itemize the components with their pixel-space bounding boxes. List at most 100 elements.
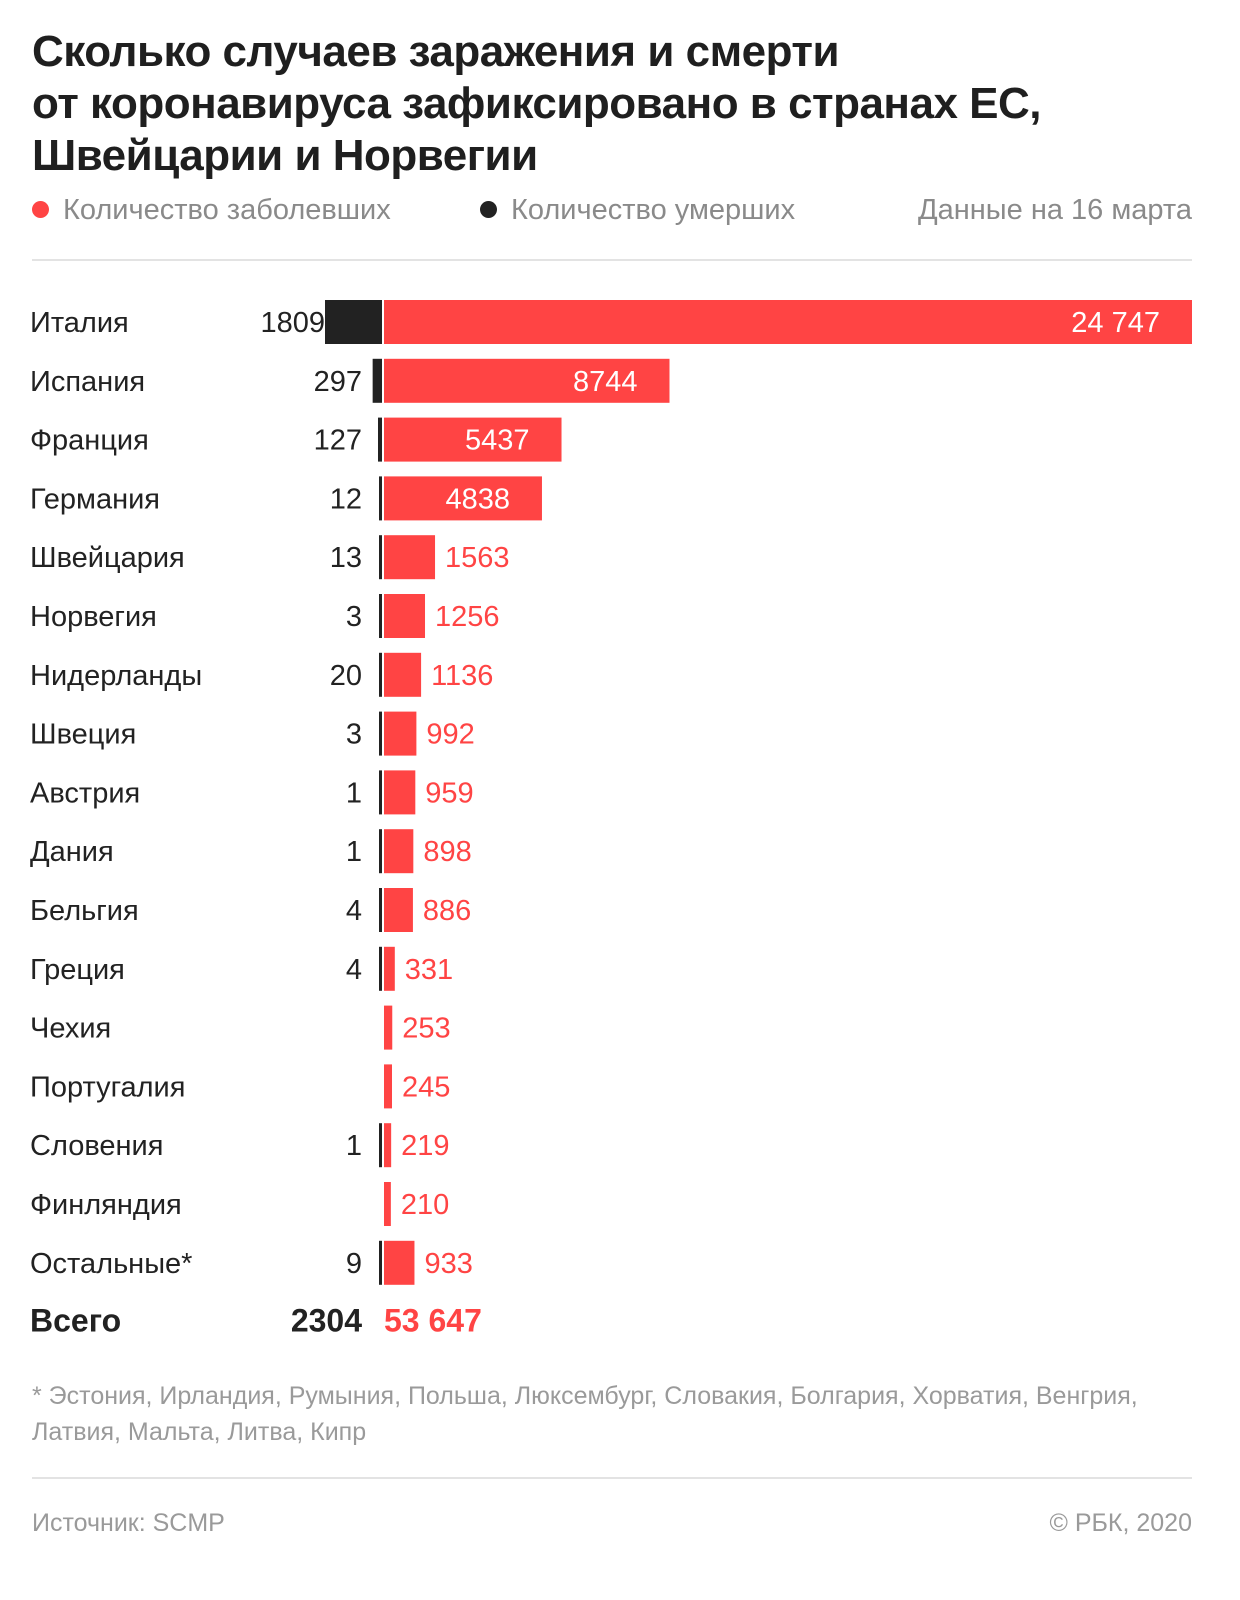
footnote: * Эстония, Ирландия, Румыния, Польша, Лю… bbox=[32, 1382, 1138, 1446]
category-label: Нидерланды bbox=[30, 660, 202, 692]
cases-bar bbox=[384, 711, 417, 756]
cases-bar bbox=[384, 535, 436, 580]
cases-bar bbox=[384, 1064, 392, 1109]
cases-bar bbox=[384, 300, 1192, 344]
category-label: Португалия bbox=[30, 1071, 185, 1103]
category-label: Франция bbox=[30, 425, 149, 457]
category-label: Швейцария bbox=[30, 542, 185, 574]
total-cases-value: 53 647 bbox=[384, 1303, 482, 1339]
deaths-bar bbox=[379, 829, 382, 874]
data-date-note: Данные на 16 марта bbox=[918, 194, 1192, 226]
cases-value-label: 253 bbox=[402, 1013, 450, 1045]
category-label: Германия bbox=[30, 483, 160, 515]
cases-bar bbox=[384, 946, 395, 991]
cases-bar bbox=[384, 1005, 393, 1050]
legend-item-deaths: Количество умерших bbox=[480, 190, 795, 230]
legend: Количество заболевших Количество умерших… bbox=[32, 190, 1192, 230]
cases-value-label: 898 bbox=[423, 836, 471, 868]
deaths-bar bbox=[325, 300, 382, 344]
category-label: Чехия bbox=[30, 1013, 111, 1045]
cases-bar bbox=[384, 770, 416, 815]
chart-title-line-3: Швейцарии и Норвегии bbox=[32, 131, 538, 180]
legend-dot-cases-icon bbox=[32, 200, 49, 218]
category-label: Норвегия bbox=[30, 601, 157, 633]
bottom-divider bbox=[32, 1477, 1192, 1479]
legend-label-cases: Количество заболевших bbox=[63, 194, 391, 226]
cases-value-label: 933 bbox=[424, 1248, 472, 1280]
chart-title-line-2: от коронавируса зафиксировано в странах … bbox=[32, 79, 1042, 128]
deaths-value-label: 1 bbox=[346, 777, 362, 809]
deaths-bar bbox=[379, 711, 382, 756]
cases-bar bbox=[384, 652, 422, 697]
category-label: Испания bbox=[30, 366, 145, 398]
cases-value-label: 8744 bbox=[573, 366, 638, 398]
deaths-bar bbox=[372, 358, 382, 403]
cases-value-label: 886 bbox=[423, 895, 471, 927]
cases-value-label: 1136 bbox=[431, 660, 493, 692]
cases-bar bbox=[384, 829, 414, 874]
cases-value-label: 24 747 bbox=[1071, 307, 1160, 339]
category-label: Финляндия bbox=[30, 1189, 182, 1221]
deaths-bar bbox=[379, 770, 382, 815]
deaths-value-label: 127 bbox=[314, 425, 362, 457]
cases-value-label: 1563 bbox=[445, 542, 510, 574]
deaths-bar bbox=[379, 535, 382, 580]
category-label: Дания bbox=[30, 836, 114, 868]
category-label: Словения bbox=[30, 1130, 163, 1162]
deaths-value-label: 4 bbox=[346, 895, 362, 927]
chart-title: Сколько случаев заражения и смерти от ко… bbox=[32, 26, 1212, 182]
deaths-bar bbox=[379, 888, 382, 932]
cases-bar bbox=[384, 417, 562, 462]
cases-value-label: 331 bbox=[405, 954, 453, 986]
deaths-value-label: 1809 bbox=[260, 307, 325, 339]
total-label: Всего bbox=[30, 1303, 121, 1339]
cases-value-label: 5437 bbox=[465, 425, 530, 457]
cases-value-label: 210 bbox=[401, 1189, 449, 1221]
deaths-value-label: 13 bbox=[330, 542, 362, 574]
deaths-bar bbox=[379, 946, 382, 991]
cases-bar bbox=[384, 358, 670, 403]
deaths-value-label: 1 bbox=[346, 836, 362, 868]
deaths-bar bbox=[379, 652, 382, 697]
cases-bar bbox=[384, 476, 542, 521]
deaths-value-label: 3 bbox=[346, 719, 362, 751]
deaths-bar bbox=[379, 1240, 382, 1285]
deaths-bar bbox=[377, 417, 382, 462]
cases-bar bbox=[384, 1123, 392, 1168]
category-label: Швеция bbox=[30, 719, 136, 751]
legend-item-cases: Количество заболевших bbox=[32, 190, 391, 230]
deaths-value-label: 297 bbox=[314, 366, 362, 398]
deaths-value-label: 20 bbox=[330, 660, 362, 692]
cases-value-label: 4838 bbox=[445, 483, 510, 515]
cases-value-label: 245 bbox=[402, 1071, 450, 1103]
category-label: Италия bbox=[30, 307, 129, 339]
cases-value-label: 1256 bbox=[435, 601, 500, 633]
total-deaths-value: 2304 bbox=[291, 1303, 362, 1339]
deaths-value-label: 12 bbox=[330, 483, 362, 515]
cases-bar bbox=[384, 1182, 391, 1226]
deaths-value-label: 1 bbox=[346, 1130, 362, 1162]
cases-value-label: 219 bbox=[401, 1130, 449, 1162]
cases-value-label: 959 bbox=[425, 777, 473, 809]
deaths-value-label: 3 bbox=[346, 601, 362, 633]
top-divider bbox=[32, 259, 1192, 261]
category-label: Бельгия bbox=[30, 895, 139, 927]
cases-bar bbox=[384, 594, 426, 638]
category-label: Греция bbox=[30, 954, 125, 986]
copyright-note: © РБК, 2020 bbox=[1049, 1509, 1192, 1537]
cases-bar bbox=[384, 1240, 415, 1285]
category-label: Австрия bbox=[30, 777, 140, 809]
cases-bar bbox=[384, 888, 413, 932]
legend-label-deaths: Количество умерших bbox=[511, 194, 796, 226]
deaths-bar bbox=[379, 476, 382, 521]
chart-title-line-1: Сколько случаев заражения и смерти bbox=[32, 27, 840, 76]
deaths-bar bbox=[379, 594, 382, 638]
category-label: Остальные* bbox=[30, 1248, 192, 1280]
cases-value-label: 992 bbox=[426, 719, 474, 751]
deaths-bar bbox=[379, 1123, 382, 1168]
deaths-value-label: 4 bbox=[346, 954, 362, 986]
bar-chart: Италия 1809 24 747 Испания 297 8744 Франция 127… bbox=[30, 300, 1192, 1339]
deaths-value-label: 9 bbox=[346, 1248, 362, 1280]
legend-dot-deaths-icon bbox=[480, 200, 497, 218]
source-note: Источник: SCMP bbox=[32, 1509, 225, 1537]
